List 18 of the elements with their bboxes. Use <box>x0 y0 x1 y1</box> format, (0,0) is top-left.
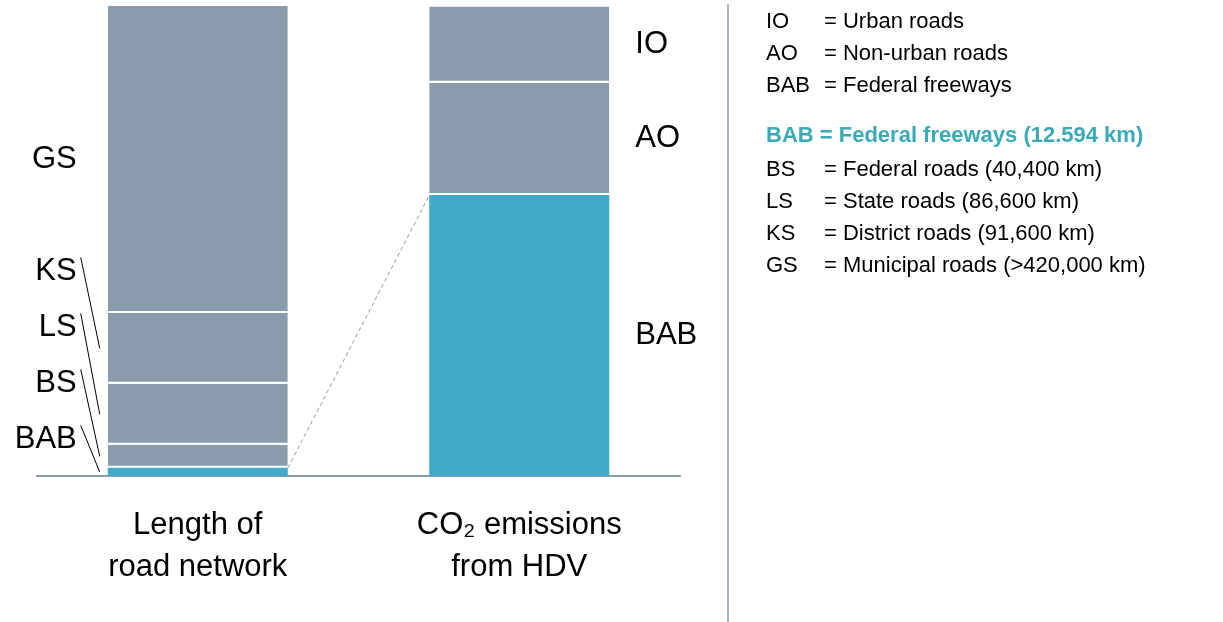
text: GS = Municipal roads (>420,000 km) <box>766 252 1146 279</box>
text: BAB <box>14 419 77 455</box>
x-tick-label: CO₂ emissions from HDV <box>416 505 622 583</box>
series-label: GS <box>31 140 77 176</box>
series-label: LS <box>38 307 77 343</box>
text: AO = Non-urban roads <box>766 40 1009 67</box>
text: LS = State roads (86,600 km) <box>766 188 1079 213</box>
series-label: AO <box>635 119 681 155</box>
x-tick-label: Length of road network <box>108 505 288 583</box>
legend-title: BAB = Federal freeways (12.594 km) <box>766 122 1145 149</box>
series-label: KS <box>35 251 77 287</box>
text: BS = Federal roads (40,400 km) <box>766 156 1103 181</box>
series-label: IO <box>635 25 668 61</box>
series-label: BAB <box>635 316 698 352</box>
text: BAB = Federal freeways <box>766 72 1012 99</box>
text: KS = District roads (91,600 km) <box>766 220 1095 245</box>
series-label: BS <box>35 363 77 399</box>
text: IO = Urban roads <box>766 8 965 33</box>
